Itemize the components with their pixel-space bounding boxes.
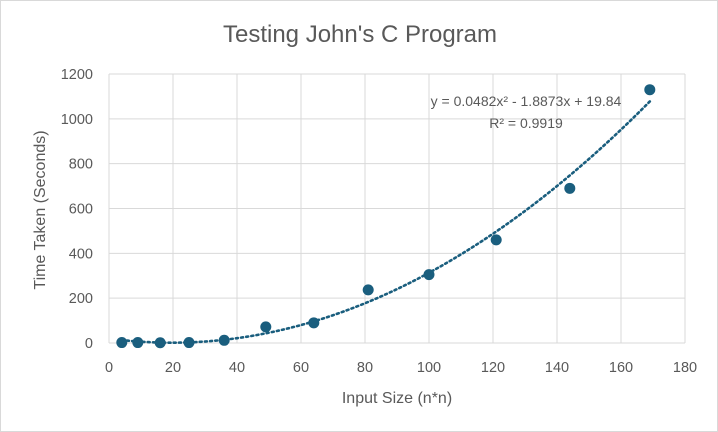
data-point (260, 321, 272, 333)
y-tick-label: 800 (69, 157, 93, 173)
x-tick-label: 160 (609, 360, 633, 376)
y-tick-label: 400 (69, 246, 93, 262)
data-point (564, 182, 576, 194)
trendline-equation: y = 0.0482x² - 1.8873x + 19.84 (431, 93, 622, 109)
trendline-layer (120, 100, 652, 344)
y-tick-label: 200 (69, 291, 93, 307)
trendline-r-squared: R² = 0.9919 (489, 115, 563, 131)
data-point (183, 337, 195, 349)
x-axis-title: Input Size (n*n) (342, 390, 452, 407)
x-tick-label: 180 (673, 360, 697, 376)
data-points (116, 84, 656, 349)
x-tick-label: 120 (481, 360, 505, 376)
x-tick-label: 40 (229, 360, 245, 376)
y-axis-title: Time Taken (Seconds) (32, 130, 49, 289)
y-tick-label: 600 (69, 202, 93, 218)
data-point (154, 337, 166, 349)
data-point (362, 284, 374, 296)
y-tick-label: 1200 (61, 67, 93, 83)
data-point (490, 234, 502, 246)
chart-title: Testing John's C Program (223, 21, 497, 48)
data-point (116, 337, 128, 349)
data-point (218, 334, 230, 346)
data-point (644, 84, 656, 96)
y-axis-ticks: 0 200 400 600 800 1000 1200 (61, 67, 93, 352)
y-tick-label: 0 (85, 336, 93, 352)
x-tick-label: 80 (357, 360, 373, 376)
x-tick-label: 100 (417, 360, 441, 376)
data-point (132, 337, 144, 349)
x-axis-ticks: 0 20 40 60 80 100 120 140 160 180 (105, 360, 697, 376)
polynomial-trendline (120, 100, 652, 344)
x-tick-label: 0 (105, 360, 113, 376)
data-point (308, 317, 320, 329)
x-tick-label: 140 (545, 360, 569, 376)
gridlines (108, 73, 686, 344)
x-tick-label: 20 (165, 360, 181, 376)
y-tick-label: 1000 (61, 112, 93, 128)
data-point (423, 269, 435, 281)
x-tick-label: 60 (293, 360, 309, 376)
